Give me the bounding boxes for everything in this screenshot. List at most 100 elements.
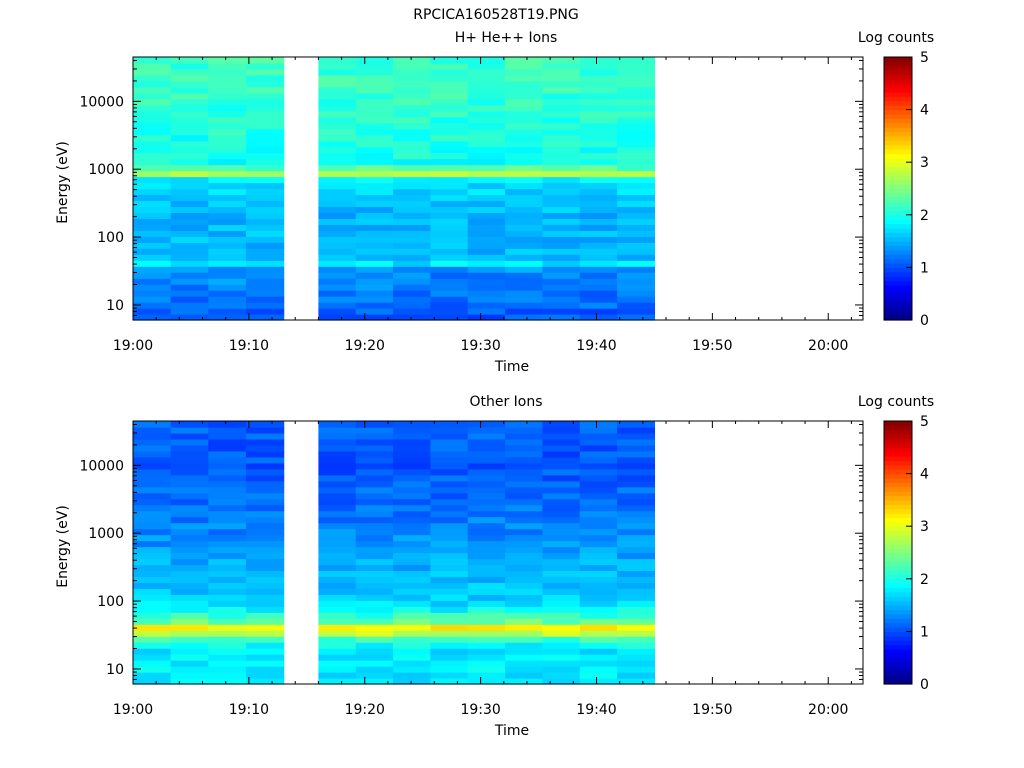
heatmap-cell bbox=[467, 492, 506, 500]
heatmap-cell bbox=[505, 630, 544, 637]
heatmap-cell bbox=[318, 468, 357, 476]
heatmap-cell bbox=[133, 492, 172, 500]
heatmap-cell bbox=[355, 576, 394, 583]
colorbar-swatch bbox=[884, 100, 912, 106]
heatmap-cell bbox=[505, 636, 544, 643]
heatmap-cell bbox=[505, 498, 544, 506]
heatmap-cell bbox=[393, 438, 432, 446]
colorbar-swatch bbox=[884, 513, 912, 519]
heatmap-cell bbox=[245, 666, 285, 673]
heatmap-cell bbox=[355, 302, 394, 309]
heatmap-cell bbox=[245, 146, 285, 154]
heatmap-cell bbox=[133, 314, 172, 321]
heatmap-cell bbox=[430, 558, 469, 566]
heatmap-cell bbox=[133, 654, 172, 661]
heatmap-cell bbox=[355, 182, 394, 190]
heatmap-cell bbox=[617, 504, 656, 512]
heatmap-cell bbox=[170, 68, 209, 76]
heatmap-cell bbox=[133, 540, 172, 548]
colorbar-tick-label: 1 bbox=[920, 260, 929, 276]
heatmap-cell bbox=[393, 74, 432, 82]
heatmap-cell bbox=[393, 492, 432, 500]
heatmap-cell bbox=[170, 600, 209, 607]
heatmap-cell bbox=[245, 284, 285, 291]
heatmap-cell bbox=[542, 444, 581, 452]
heatmap-cell bbox=[579, 146, 618, 154]
heatmap-cell bbox=[430, 678, 469, 685]
heatmap-cell bbox=[355, 474, 394, 482]
heatmap-cell bbox=[355, 290, 394, 297]
heatmap-cell bbox=[208, 272, 247, 279]
heatmap-cell bbox=[318, 140, 357, 148]
heatmap-cell bbox=[617, 128, 656, 136]
heatmap-cell bbox=[430, 492, 469, 500]
heatmap-cell bbox=[318, 582, 357, 589]
heatmap-cell bbox=[133, 516, 172, 524]
heatmap-cell bbox=[430, 426, 469, 434]
heatmap-cell bbox=[467, 272, 506, 279]
heatmap-cell bbox=[579, 230, 618, 237]
heatmap-cell bbox=[542, 546, 581, 554]
heatmap-cell bbox=[393, 606, 432, 613]
heatmap-cell bbox=[318, 278, 357, 285]
colorbar-swatch bbox=[884, 539, 912, 545]
heatmap-cell bbox=[393, 546, 432, 554]
heatmap-cell bbox=[318, 200, 357, 208]
heatmap-cell bbox=[133, 116, 172, 124]
heatmap-cell bbox=[393, 432, 432, 440]
heatmap-cell bbox=[208, 678, 247, 685]
heatmap-cell bbox=[318, 260, 357, 267]
heatmap-cell bbox=[245, 80, 285, 88]
heatmap-cell bbox=[467, 594, 506, 601]
heatmap-cell bbox=[579, 576, 618, 583]
heatmap-cell bbox=[430, 618, 469, 625]
heatmap-cell bbox=[170, 534, 209, 542]
colorbar-frame bbox=[883, 420, 913, 685]
colorbar-swatch bbox=[884, 556, 912, 562]
heatmap-cell bbox=[355, 444, 394, 452]
heatmap-cell bbox=[579, 74, 618, 82]
heatmap-cell bbox=[430, 110, 469, 118]
heatmap-cell bbox=[542, 278, 581, 285]
heatmap-cell bbox=[542, 450, 581, 458]
colorbar-swatch bbox=[884, 149, 912, 155]
heatmap-cell bbox=[170, 516, 209, 524]
heatmap-cell bbox=[467, 540, 506, 548]
heatmap-cell bbox=[505, 314, 544, 321]
heatmap-cell bbox=[430, 146, 469, 154]
heatmap-cell bbox=[430, 158, 469, 166]
y-tick-label: 100 bbox=[97, 594, 124, 610]
heatmap-cell bbox=[617, 426, 656, 434]
spectrogram-panel: 19:00 19:10 19:20 19:30 19:40 19:50 20:0010100… bbox=[55, 30, 934, 375]
heatmap-cell bbox=[393, 224, 432, 231]
heatmap-cell bbox=[133, 588, 172, 595]
heatmap-cell bbox=[318, 594, 357, 601]
heatmap-cell bbox=[355, 80, 394, 88]
heatmap-cell bbox=[617, 462, 656, 470]
heatmap-cell bbox=[542, 158, 581, 166]
heatmap-cell bbox=[355, 618, 394, 625]
heatmap-cell bbox=[542, 308, 581, 315]
colorbar-frame bbox=[883, 56, 913, 321]
heatmap-cell bbox=[133, 504, 172, 512]
heatmap-cell bbox=[393, 624, 432, 631]
heatmap-cell bbox=[542, 564, 581, 572]
heatmap-cell bbox=[617, 206, 656, 214]
colorbar-swatch bbox=[884, 578, 912, 584]
heatmap-cell bbox=[505, 522, 544, 530]
heatmap-cell bbox=[467, 146, 506, 154]
heatmap-cell bbox=[355, 218, 394, 225]
colorbar-swatch bbox=[884, 249, 912, 255]
heatmap-cell bbox=[542, 480, 581, 488]
heatmap-cell bbox=[430, 68, 469, 76]
heatmap-cell bbox=[467, 98, 506, 106]
heatmap-cell bbox=[133, 62, 172, 70]
heatmap-cell bbox=[245, 134, 285, 142]
heatmap-cell bbox=[133, 510, 172, 518]
heatmap-cell bbox=[505, 302, 544, 309]
heatmap-cell bbox=[542, 254, 581, 261]
heatmap-cell bbox=[393, 152, 432, 160]
heatmap-cell bbox=[208, 528, 247, 536]
heatmap-cell bbox=[133, 642, 172, 649]
colorbar-swatch bbox=[884, 421, 912, 426]
